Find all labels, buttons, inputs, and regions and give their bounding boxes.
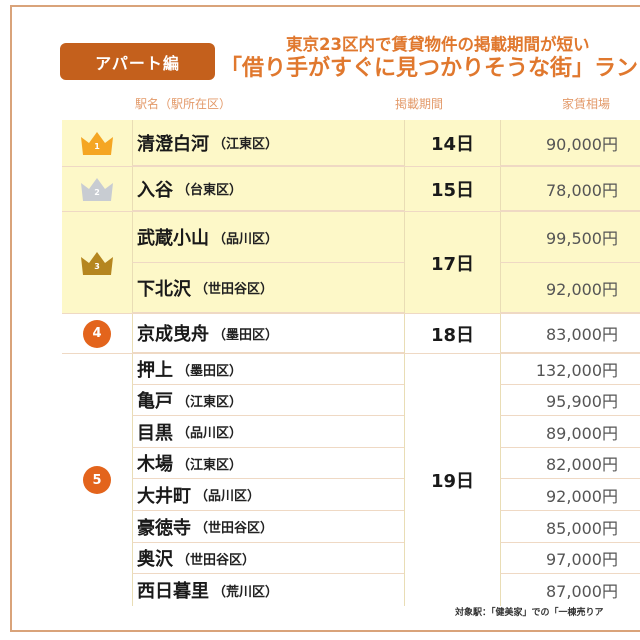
rent-cell: 92,000円 [500, 263, 640, 313]
listing-period: 18日 [430, 324, 475, 346]
rent-cell: 95,900円 [500, 385, 640, 416]
rank-cell: 5 [62, 354, 132, 606]
divider [62, 353, 640, 354]
page-frame [10, 5, 640, 632]
station-cell: 西日暮里 （荒川区） [132, 574, 404, 606]
column-header-period: 掲載期間 [395, 97, 444, 111]
rent-cell: 97,000円 [500, 543, 640, 574]
station-cell: 奥沢 （世田谷区） [132, 543, 404, 574]
station-cell: 押上 （墨田区） [132, 354, 404, 385]
table-row-rank-4: 4 京成曳舟 （墨田区） 18日 83,000円 [62, 314, 640, 353]
table-row-rank-3: 3 武蔵小山 （品川区） 下北沢 （世田谷区） 17日 99,500円 92,0… [62, 212, 640, 313]
station-name: 武蔵小山 [137, 228, 209, 249]
station-ward: （江東区） [177, 394, 243, 410]
period-cell: 17日 [404, 212, 500, 313]
table-row-rank-5: 5 19日 押上 （墨田区） 132,000円 亀戸 （江東区） 95,900円… [62, 354, 640, 606]
station-name: 大井町 [137, 485, 191, 507]
listing-period: 14日 [430, 134, 475, 155]
rank-cell: 1 [62, 120, 132, 166]
divider [62, 313, 640, 314]
station-ward: （墨田区） [177, 363, 243, 379]
station-ward: （世田谷区） [195, 282, 274, 297]
station-ward: （墨田区） [213, 327, 279, 343]
station-ward: （品川区） [177, 426, 243, 441]
rent-cell: 89,000円 [500, 416, 640, 448]
rent-cell: 90,000円 [500, 120, 640, 166]
period-cell: 18日 [404, 314, 500, 353]
station-name: 西日暮里 [137, 581, 209, 602]
title-line-2: 「借り手がすぐに見つかりそうな街」ラン [220, 56, 639, 81]
title-line-1: 東京23区内で賃貸物件の掲載期間が短い [286, 35, 590, 54]
station-ward: （品川区） [213, 231, 279, 247]
rank-cell: 3 [62, 212, 132, 313]
rent-cell: 99,500円 [500, 212, 640, 263]
period-cell: 19日 [404, 354, 500, 606]
period-cell: 15日 [404, 167, 500, 211]
rank-circle-icon: 4 [83, 319, 111, 348]
station-cell: 大井町 （品川区） [132, 479, 404, 511]
station-cell: 下北沢 （世田谷区） [132, 263, 404, 313]
listing-period: 15日 [430, 180, 475, 201]
station-cell: 武蔵小山 （品川区） [132, 212, 404, 263]
listing-period: 17日 [430, 253, 475, 275]
rank-cell: 2 [62, 167, 132, 211]
station-cell: 清澄白河 （江東区） [132, 120, 404, 166]
station-cell: 目黒 （品川区） [132, 416, 404, 448]
station-name: 亀戸 [137, 391, 173, 412]
station-ward: （江東区） [213, 137, 279, 152]
divider [62, 166, 640, 167]
station-cell: 木場 （江東区） [132, 448, 404, 479]
period-cell: 14日 [404, 120, 500, 166]
rent-cell: 132,000円 [500, 354, 640, 385]
column-header-station: 駅名（駅所在区） [135, 97, 232, 111]
station-cell: 京成曳舟 （墨田区） [132, 314, 404, 353]
station-ward: （江東区） [177, 457, 243, 473]
station-ward: （世田谷区） [195, 521, 274, 536]
footnote: 対象駅：「健美家」での「一棟売りア [455, 608, 604, 618]
station-name: 木場 [137, 454, 173, 475]
rent-cell: 78,000円 [500, 167, 640, 211]
rank-circle-icon: 5 [83, 466, 111, 494]
table-row-rank-1: 1 清澄白河 （江東区） 14日 90,000円 [62, 120, 640, 166]
divider [62, 211, 640, 212]
station-name: 豪徳寺 [137, 517, 191, 539]
station-name: 奥沢 [137, 549, 173, 570]
station-ward: （品川区） [195, 489, 261, 504]
crown-gold-icon: 1 [80, 130, 114, 156]
rent-cell: 85,000円 [500, 511, 640, 543]
station-cell: 入谷 （台東区） [132, 167, 404, 211]
station-name: 目黒 [137, 422, 173, 444]
station-name: 入谷 [137, 179, 173, 201]
table-row-rank-2: 2 入谷 （台東区） 15日 78,000円 [62, 167, 640, 211]
category-badge: アパート編 [60, 43, 215, 80]
station-ward: （荒川区） [213, 584, 279, 600]
column-header-rent: 家賃相場 [562, 97, 611, 111]
station-name: 京成曳舟 [137, 324, 209, 345]
station-cell: 豪徳寺 （世田谷区） [132, 511, 404, 543]
rent-cell: 82,000円 [500, 448, 640, 479]
crown-silver-icon: 2 [80, 176, 114, 202]
station-ward: （台東区） [177, 183, 243, 198]
station-cell: 亀戸 （江東区） [132, 385, 404, 416]
station-name: 押上 [137, 360, 173, 381]
station-ward: （世田谷区） [177, 552, 256, 568]
rent-cell: 87,000円 [500, 574, 640, 606]
rent-cell: 83,000円 [500, 314, 640, 353]
listing-period: 19日 [430, 471, 475, 492]
crown-bronze-icon: 3 [80, 250, 114, 276]
station-name: 清澄白河 [137, 133, 209, 155]
rent-cell: 92,000円 [500, 479, 640, 511]
rank-cell: 4 [62, 314, 132, 353]
station-name: 下北沢 [137, 278, 191, 300]
